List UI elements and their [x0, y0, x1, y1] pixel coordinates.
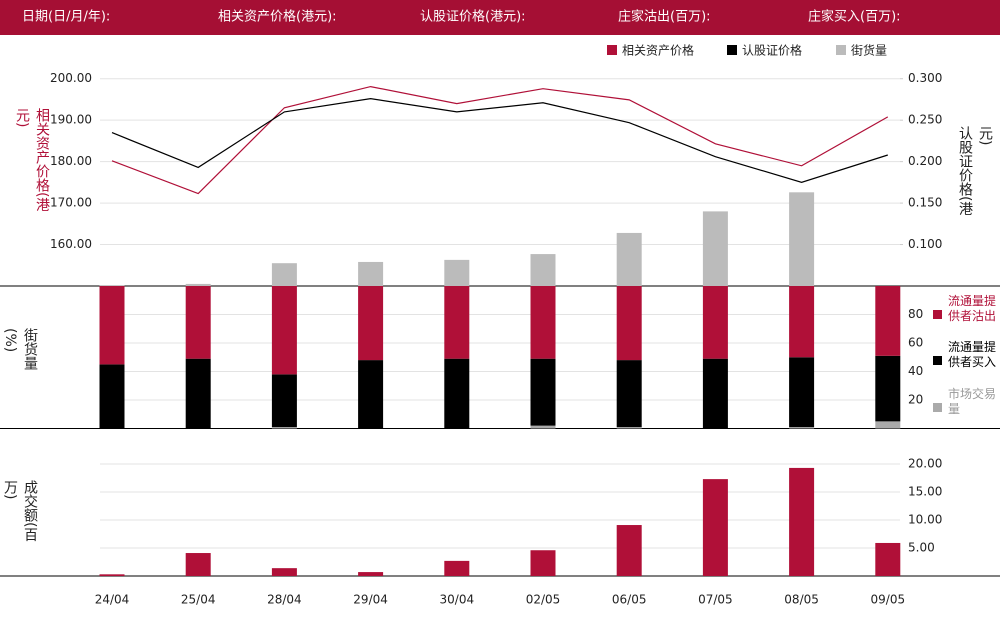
bar	[530, 254, 556, 286]
bar	[358, 572, 384, 576]
y-tick-label: 190.00	[50, 113, 92, 127]
y-axis-label: 街货量(%)	[2, 328, 38, 370]
bar-segment	[702, 358, 728, 429]
y-tick-label: 160.00	[50, 237, 92, 251]
y2-axis-label: 认股证价格(港元)	[957, 126, 993, 216]
legend-label: 流通量提供者买入	[948, 340, 997, 369]
bar-segment	[789, 357, 815, 428]
bar-segment	[99, 364, 125, 429]
bar-segment	[616, 286, 642, 361]
bar	[444, 560, 470, 576]
bar	[444, 259, 470, 286]
bar-segment	[185, 358, 211, 429]
x-tick-label: 25/04	[181, 593, 216, 607]
y-tick-label: 20	[908, 393, 923, 407]
legend-label: 市场交易量	[948, 387, 997, 416]
legend-swatch	[933, 403, 942, 412]
bar	[702, 211, 728, 286]
bar-segment	[99, 286, 125, 365]
x-tick-label: 28/04	[267, 593, 302, 607]
bar-segment	[185, 286, 211, 359]
y-tick-label: 80	[908, 307, 923, 321]
bar-segment	[616, 427, 642, 429]
y-tick-label: 170.00	[50, 196, 92, 210]
header-label: 庄家买入(百万):	[808, 9, 901, 25]
x-tick-label: 08/05	[784, 593, 819, 607]
bar-segment	[358, 360, 384, 429]
bar	[271, 568, 297, 576]
x-tick-label: 24/04	[95, 593, 130, 607]
bar-segment	[702, 286, 728, 359]
bar	[271, 263, 297, 286]
legend-swatch	[933, 310, 942, 319]
legend-label: 认股证价格	[742, 43, 802, 58]
header-label: 日期(日/月/年):	[22, 10, 110, 25]
bar-segment	[789, 427, 815, 429]
y-axis-label: 相关资产价格(港元)	[14, 108, 50, 212]
x-tick-label: 30/04	[440, 593, 475, 607]
header-bar	[0, 0, 1000, 35]
bar-segment	[530, 425, 556, 429]
bar	[616, 232, 642, 286]
x-tick-label: 07/05	[698, 593, 733, 607]
y-tick-label: 180.00	[50, 154, 92, 168]
bar-segment	[616, 360, 642, 428]
y2-tick-label: 0.250	[908, 113, 942, 127]
bar-segment	[271, 374, 297, 428]
y-tick-label: 20.00	[908, 457, 942, 471]
x-tick-label: 09/05	[871, 593, 906, 607]
bar	[702, 479, 728, 576]
bar-segment	[271, 286, 297, 375]
y-tick-label: 10.00	[908, 513, 942, 527]
y-tick-label: 5.00	[908, 541, 935, 555]
bar	[185, 283, 211, 286]
header-label: 庄家沽出(百万):	[618, 9, 711, 25]
legend-swatch	[607, 45, 617, 55]
y-tick-label: 60	[908, 336, 923, 350]
bar	[530, 550, 556, 576]
bar-segment	[875, 421, 901, 429]
line	[111, 98, 888, 183]
y-axis-label: 成交额(百万)	[2, 480, 38, 542]
bar-segment	[444, 358, 470, 429]
y-tick-label: 40	[908, 364, 923, 378]
y2-tick-label: 0.150	[908, 196, 942, 210]
legend-label: 相关资产价格	[622, 43, 694, 58]
legend-label: 流通量提供者沽出	[948, 294, 997, 323]
x-tick-label: 06/05	[612, 593, 647, 607]
bar	[616, 525, 642, 576]
bar-segment	[789, 286, 815, 358]
bar-segment	[271, 427, 297, 429]
header-label: 相关资产价格(港元):	[218, 9, 337, 25]
legend-label: 街货量	[851, 43, 887, 58]
header-label: 认股证价格(港元):	[420, 9, 526, 25]
bar-segment	[358, 286, 384, 361]
bar	[185, 553, 211, 576]
legend-swatch	[933, 356, 942, 365]
bar	[99, 574, 125, 576]
bar	[358, 261, 384, 286]
bar-segment	[530, 358, 556, 426]
bar	[789, 192, 815, 286]
y-tick-label: 15.00	[908, 485, 942, 499]
x-tick-label: 29/04	[353, 593, 388, 607]
bar-segment	[444, 286, 470, 359]
bar	[99, 285, 125, 286]
y2-tick-label: 0.300	[908, 71, 942, 85]
legend-swatch	[727, 45, 737, 55]
x-tick-label: 02/05	[526, 593, 561, 607]
legend-swatch	[836, 45, 846, 55]
bar	[875, 542, 901, 576]
bar	[789, 467, 815, 576]
bar-segment	[530, 286, 556, 359]
line	[111, 85, 889, 195]
y2-tick-label: 0.100	[908, 237, 942, 251]
y-tick-label: 200.00	[50, 71, 92, 85]
bar-segment	[875, 355, 901, 422]
y2-tick-label: 0.200	[908, 154, 942, 168]
bar-segment	[875, 286, 901, 356]
